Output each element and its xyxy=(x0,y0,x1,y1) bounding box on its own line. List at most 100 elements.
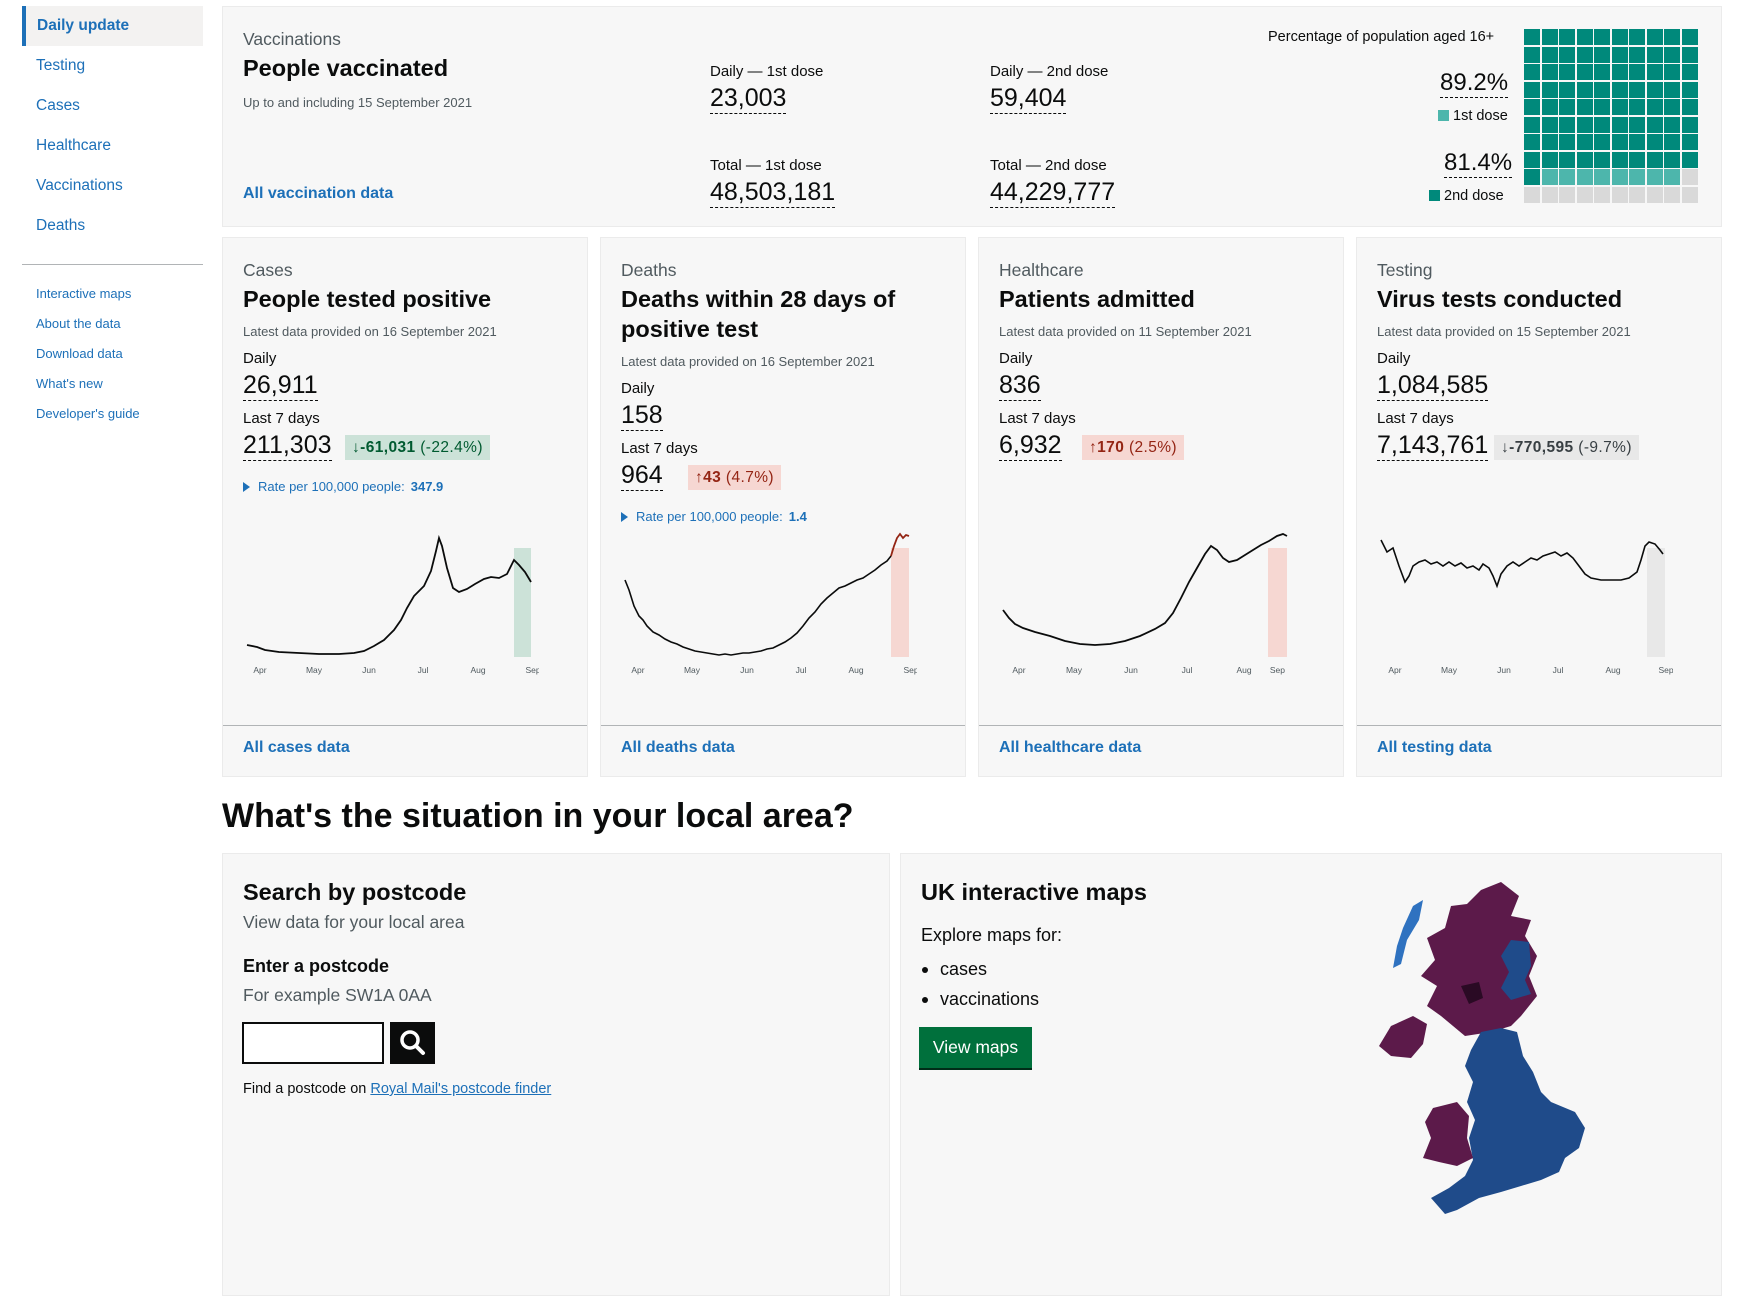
sidebar-item-healthcare[interactable]: Healthcare xyxy=(36,137,111,154)
sidebar-item-deaths[interactable]: Deaths xyxy=(36,217,86,234)
first-dose-legend: 1st dose xyxy=(1438,108,1508,124)
rate-value: 1.4 xyxy=(788,509,807,524)
list-item: vaccinations xyxy=(920,984,1039,1014)
card-note: Latest data provided on 11 September 202… xyxy=(999,324,1252,339)
waffle-cell xyxy=(1681,186,1698,203)
sidebar-link-whats-new[interactable]: What's new xyxy=(36,376,103,391)
royal-mail-postcode-finder-link[interactable]: Royal Mail's postcode finder xyxy=(370,1081,552,1097)
waffle-cell xyxy=(1681,46,1698,63)
waffle-cell xyxy=(1559,64,1575,80)
sidebar-link-download-data[interactable]: Download data xyxy=(36,346,123,361)
month-label: Apr xyxy=(631,665,644,675)
all-vaccination-data-link[interactable]: All vaccination data xyxy=(243,185,394,202)
waffle-cell xyxy=(1611,81,1628,98)
postcode-hint: For example SW1A 0AA xyxy=(243,985,432,1005)
waffle-cell xyxy=(1541,169,1558,185)
waffle-cell xyxy=(1576,169,1593,185)
waffle-cell xyxy=(1611,29,1628,45)
last-7-days-label: Last 7 days xyxy=(243,410,320,427)
card-caption: Vaccinations xyxy=(243,29,341,49)
daily-second-dose-label: Daily — 2nd dose xyxy=(990,63,1109,80)
card-note: Latest data provided on 16 September 202… xyxy=(621,354,875,369)
waffle-cell xyxy=(1646,169,1663,185)
waffle-cell xyxy=(1629,46,1645,63)
waffle-cell xyxy=(1611,134,1628,150)
month-label: Sep xyxy=(525,665,539,675)
waffle-cell xyxy=(1664,99,1680,115)
month-label: Jun xyxy=(1124,665,1138,675)
waffle-cell xyxy=(1664,186,1680,203)
waffle-cell xyxy=(1594,81,1610,98)
waffle-cell xyxy=(1594,64,1610,80)
waffle-cell xyxy=(1646,64,1663,80)
waffle-cell xyxy=(1629,116,1645,133)
view-maps-button[interactable]: View maps xyxy=(919,1027,1032,1068)
all-healthcare-data-link[interactable]: All healthcare data xyxy=(999,739,1142,756)
sidebar-link-developers-guide[interactable]: Developer's guide xyxy=(36,406,140,421)
percentage-heading: Percentage of population aged 16+ xyxy=(1268,29,1495,45)
postcode-title: Search by postcode xyxy=(243,879,467,905)
sidebar-item-cases[interactable]: Cases xyxy=(36,97,80,114)
total-second-dose-value: 44,229,777 xyxy=(990,178,1116,208)
admissions-trend-line xyxy=(1002,533,1288,646)
map-region-hotspot xyxy=(1461,982,1483,1004)
card-footer: All testing data xyxy=(1357,725,1721,777)
all-deaths-data-link[interactable]: All deaths data xyxy=(621,739,735,756)
total-first-dose-value: 48,503,181 xyxy=(710,178,836,208)
daily-first-dose-label: Daily — 1st dose xyxy=(710,63,824,80)
waffle-cell xyxy=(1559,46,1575,63)
card-caption: Deaths xyxy=(621,260,677,280)
waffle-cell xyxy=(1559,29,1575,45)
waffle-cell xyxy=(1629,186,1645,203)
last-7-days-value: 7,143,761 xyxy=(1377,431,1489,461)
rate-per-100k-toggle[interactable]: Rate per 100,000 people: 1.4 xyxy=(621,509,807,524)
month-label: Apr xyxy=(253,665,266,675)
sidebar-item-testing[interactable]: Testing xyxy=(36,57,86,74)
sidebar-link-about-data[interactable]: About the data xyxy=(36,316,121,331)
all-cases-data-link[interactable]: All cases data xyxy=(243,739,350,756)
second-dose-legend: 2nd dose xyxy=(1429,188,1504,204)
sidebar-link-interactive-maps[interactable]: Interactive maps xyxy=(36,286,132,301)
change-badge: ↑43 (4.7%) xyxy=(688,465,781,490)
postcode-input[interactable] xyxy=(242,1022,384,1064)
waffle-cell xyxy=(1559,116,1575,133)
total-first-dose-label: Total — 1st dose xyxy=(710,157,822,174)
interactive-maps-card: UK interactive maps Explore maps for: xyxy=(900,853,1722,1296)
daily-value: 158 xyxy=(621,401,663,431)
card-title: Patients admitted xyxy=(999,286,1195,312)
card-footer: All cases data xyxy=(223,725,587,777)
finder-prefix: Find a postcode on xyxy=(243,1081,367,1097)
second-dose-swatch xyxy=(1429,190,1440,201)
waffle-cell xyxy=(1559,186,1575,203)
waffle-cell xyxy=(1594,29,1610,45)
sidebar-item-vaccinations[interactable]: Vaccinations xyxy=(36,177,123,194)
month-label: Sep xyxy=(903,665,917,675)
list-item: cases xyxy=(920,954,1039,984)
waffle-cell xyxy=(1576,151,1593,168)
card-note: Up to and including 15 September 2021 xyxy=(243,95,473,110)
map-region-western-isles xyxy=(1393,900,1423,968)
card-footer: All healthcare data xyxy=(979,725,1343,777)
rate-label: Rate per 100,000 people: xyxy=(258,479,405,494)
testing-card: Testing Virus tests conducted Latest dat… xyxy=(1356,237,1722,777)
map-region-england xyxy=(1431,1028,1585,1214)
second-dose-percentage: 81.4% xyxy=(1444,149,1513,178)
waffle-cell xyxy=(1681,99,1698,115)
change-badge: ↑170 (2.5%) xyxy=(1082,435,1184,460)
rate-per-100k-toggle[interactable]: Rate per 100,000 people: 347.9 xyxy=(243,479,443,494)
latest-period-highlight xyxy=(514,548,531,657)
waffle-cell xyxy=(1664,81,1680,98)
waffle-cell xyxy=(1594,134,1610,150)
waffle-cell xyxy=(1629,169,1645,185)
deaths-sparkline-chart: Apr May Jun Jul Aug Sep xyxy=(624,532,917,675)
waffle-cell xyxy=(1576,29,1593,45)
daily-value: 26,911 xyxy=(243,371,318,401)
waffle-cell xyxy=(1524,29,1540,45)
waffle-cell xyxy=(1541,116,1558,133)
maps-intro: Explore maps for: xyxy=(921,925,1063,945)
rate-label: Rate per 100,000 people: xyxy=(636,509,783,524)
month-label: Jun xyxy=(362,665,376,675)
all-testing-data-link[interactable]: All testing data xyxy=(1377,739,1492,756)
sidebar-item-daily-update[interactable]: Daily update xyxy=(22,6,203,46)
postcode-search-button[interactable] xyxy=(390,1022,435,1064)
